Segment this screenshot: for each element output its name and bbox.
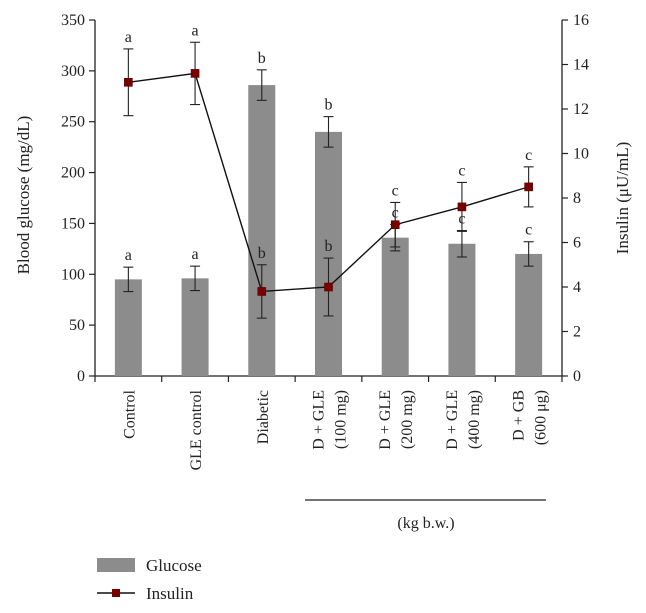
- insulin-point: [190, 69, 200, 78]
- insulin-point: [457, 202, 467, 212]
- glucose-significance-label: b: [258, 50, 266, 67]
- category-label: (600 μg): [533, 390, 550, 445]
- category-label: D + GLE: [444, 390, 461, 450]
- right-tick-label: 12: [573, 101, 589, 118]
- bars-layer: [114, 69, 543, 377]
- category-label: (400 mg): [466, 390, 483, 449]
- insulin-point: [524, 182, 533, 192]
- right-tick-label: 0: [573, 368, 581, 385]
- glucose-significance-label: c: [458, 211, 465, 228]
- right-tick-label: 2: [573, 324, 581, 341]
- legend-insulin-marker: [112, 589, 120, 597]
- left-tick-label: 150: [61, 215, 85, 232]
- category-label: D + GLE: [377, 390, 394, 450]
- glucose-bar: [315, 131, 342, 376]
- glucose-significance-label: a: [125, 247, 132, 264]
- glucose-bar: [515, 253, 543, 376]
- glucose-significance-label: c: [392, 204, 399, 221]
- insulin-significance-label: b: [258, 245, 266, 262]
- insulin-significance-label: c: [458, 162, 465, 179]
- right-axis-title: Insulin (μU/mL): [613, 142, 632, 255]
- category-label: GLE control: [188, 389, 205, 470]
- left-tick-label: 250: [61, 114, 85, 131]
- category-label: D + GB: [511, 390, 528, 441]
- right-tick-label: 10: [573, 146, 589, 163]
- insulin-significance-label: a: [125, 29, 132, 46]
- right-tick-label: 14: [573, 57, 589, 74]
- right-tick-label: 6: [573, 235, 581, 252]
- insulin-significance-label: c: [525, 147, 532, 164]
- glucose-significance-label: b: [325, 97, 333, 114]
- legend-glucose-label: Glucose: [146, 556, 202, 575]
- insulin-significance-label: c: [392, 182, 399, 199]
- legend-glucose-swatch: [97, 558, 135, 572]
- legend-insulin-label: Insulin: [146, 584, 194, 603]
- insulin-point: [124, 78, 133, 87]
- insulin-significance-label: a: [192, 22, 199, 39]
- insulin-line-layer: [123, 41, 534, 319]
- left-tick-label: 200: [61, 165, 85, 182]
- group-label: (kg b.w.): [397, 515, 454, 532]
- glucose-bar: [381, 237, 409, 376]
- glucose-bar: [448, 243, 476, 376]
- category-label: (100 mg): [333, 390, 350, 449]
- right-tick-label: 8: [573, 190, 581, 207]
- glucose-significance-label: a: [192, 246, 199, 263]
- left-tick-label: 300: [61, 63, 85, 80]
- category-label: Control: [121, 389, 138, 438]
- left-tick-label: 50: [69, 317, 85, 334]
- category-label: (200 mg): [399, 390, 416, 449]
- glucose-bar: [248, 85, 276, 377]
- insulin-significance-label: b: [325, 238, 333, 255]
- left-tick-label: 0: [77, 368, 85, 385]
- category-label: D + GLE: [311, 390, 328, 450]
- insulin-point: [390, 220, 400, 229]
- right-tick-label: 16: [573, 12, 589, 29]
- left-tick-label: 100: [61, 266, 85, 283]
- text-layer: 0 50 100 150 200 250 300 350 0 2 4 6 8 10 12 14 16 Blood …: [14, 12, 632, 603]
- left-tick-label: 350: [61, 12, 85, 29]
- insulin-point: [257, 287, 267, 296]
- glucose-significance-label: c: [525, 222, 532, 239]
- category-label: Diabetic: [255, 390, 272, 444]
- left-axis-title: Blood glucose (mg/dL): [14, 116, 33, 275]
- right-tick-label: 4: [573, 279, 581, 296]
- glucose-bar: [181, 278, 209, 376]
- insulin-point: [324, 282, 333, 292]
- glucose-bar: [114, 279, 142, 376]
